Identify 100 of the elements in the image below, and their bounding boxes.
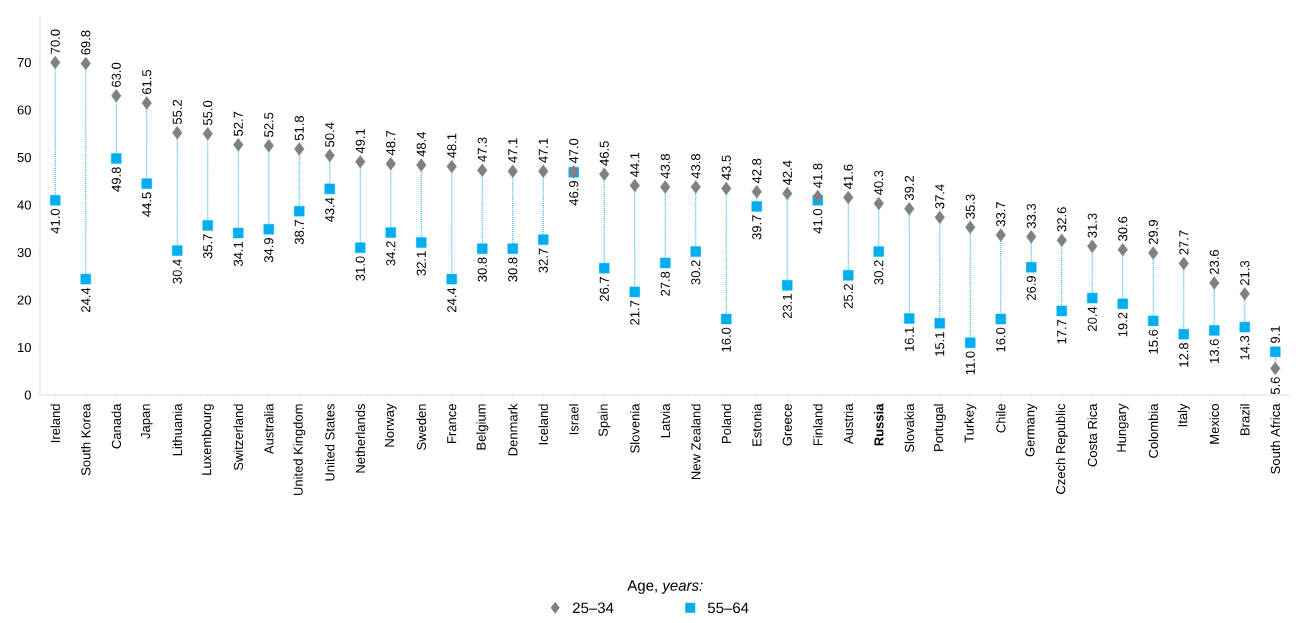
data-label: 35.7 xyxy=(203,234,213,259)
data-label: 49.8 xyxy=(111,167,121,192)
data-label: 55.2 xyxy=(172,99,182,125)
x-tick-label: Costa Rica xyxy=(1087,403,1098,467)
data-label: 24.4 xyxy=(81,287,91,312)
data-label: 15.1 xyxy=(935,332,945,356)
x-tick-label: Portugal xyxy=(933,404,946,451)
data-label: 47.1 xyxy=(538,138,548,163)
x-tick-label: Slovenia xyxy=(629,403,640,453)
x-tick-label: Iceland xyxy=(538,404,549,445)
data-label: 24.4 xyxy=(447,287,457,312)
x-tick-label: Estonia xyxy=(751,403,762,446)
data-label: 47.3 xyxy=(477,137,487,162)
data-label: 33.3 xyxy=(1026,203,1036,229)
x-tick-label: Belgium xyxy=(476,404,489,450)
y-tick-label: 60 xyxy=(17,105,31,115)
data-label: 15.6 xyxy=(1148,329,1158,354)
x-tick-label: Turkey xyxy=(964,403,977,443)
x-tick-label: Czech Republic xyxy=(1055,403,1068,494)
data-label: 31.0 xyxy=(355,256,365,281)
data-label: 30.6 xyxy=(1118,216,1128,241)
data-label: 25.2 xyxy=(843,284,853,309)
data-label: 39.2 xyxy=(904,175,914,201)
data-label: 46.5 xyxy=(599,141,609,166)
data-label: 31.3 xyxy=(1087,213,1097,238)
data-label: 27.7 xyxy=(1179,230,1189,255)
data-label: 19.2 xyxy=(1118,312,1128,337)
data-label: 42.8 xyxy=(752,158,762,184)
data-label: 70.0 xyxy=(50,29,60,54)
data-label: 41.0 xyxy=(50,208,60,234)
data-label: 49.1 xyxy=(355,128,365,154)
data-label: 32.1 xyxy=(416,251,426,276)
data-label: 5.6 xyxy=(1270,377,1280,395)
data-label: 34.2 xyxy=(386,241,396,266)
x-tick-label: Austria xyxy=(843,403,854,444)
data-label: 30.8 xyxy=(508,257,518,282)
x-tick-label: Italy xyxy=(1177,403,1190,427)
data-label: 47.1 xyxy=(508,138,518,163)
data-label: 9.1 xyxy=(1270,326,1280,343)
data-label: 11.0 xyxy=(965,351,975,375)
x-tick-label: Canada xyxy=(111,403,122,449)
data-label: 30.8 xyxy=(477,257,487,282)
data-label: 14.3 xyxy=(1240,335,1250,360)
data-label: 41.6 xyxy=(843,164,853,189)
x-tick-label: South Africa xyxy=(1270,403,1281,474)
data-label: 17.7 xyxy=(1057,319,1067,344)
data-label: 30.2 xyxy=(874,260,884,285)
data-label: 12.8 xyxy=(1179,342,1189,367)
data-label: 55.0 xyxy=(203,100,213,126)
data-label: 37.4 xyxy=(935,184,945,209)
x-tick-label: United States xyxy=(324,404,335,481)
data-label: 43.8 xyxy=(660,154,670,179)
x-tick-label: Japan xyxy=(140,404,153,439)
data-label: 34.1 xyxy=(233,241,243,267)
data-label: 33.7 xyxy=(996,202,1006,227)
x-tick-label: Greece xyxy=(782,404,792,446)
data-label: 21.3 xyxy=(1240,260,1250,285)
x-tick-label: Chile xyxy=(995,404,1006,433)
y-tick-label: 0 xyxy=(24,390,31,400)
data-label: 27.8 xyxy=(660,271,670,296)
x-tick-label: Poland xyxy=(721,404,732,443)
x-tick-label: United Kingdom xyxy=(293,404,306,496)
x-tick-label: Spain xyxy=(598,404,611,437)
x-tick-label: Hungary xyxy=(1116,403,1129,452)
legend-label: 25–34 xyxy=(572,602,614,614)
data-label: 16.0 xyxy=(721,327,731,352)
data-label: 26.7 xyxy=(599,277,609,302)
data-label: 29.9 xyxy=(1148,220,1158,245)
x-tick-label: Lithuania xyxy=(172,403,183,456)
data-label: 32.6 xyxy=(1057,207,1067,232)
x-tick-label: Denmark xyxy=(507,403,518,456)
x-tick-label: Germany xyxy=(1025,403,1038,457)
x-tick-label: Australia xyxy=(263,403,274,455)
data-label: 38.7 xyxy=(294,220,304,245)
x-tick-label: France xyxy=(447,404,457,443)
data-label: 42.4 xyxy=(782,160,792,186)
x-tick-label: Netherlands xyxy=(355,404,366,473)
data-label: 16.1 xyxy=(904,327,914,352)
data-label: 39.7 xyxy=(752,215,762,240)
data-label: 52.5 xyxy=(264,112,274,137)
x-tick-label: Ireland xyxy=(50,404,61,443)
data-label: 23.1 xyxy=(782,294,792,319)
x-tick-label: South Korea xyxy=(80,403,91,476)
y-tick-label: 40 xyxy=(17,200,31,210)
y-tick-label: 30 xyxy=(17,247,31,258)
x-tick-label: Switzerland xyxy=(233,404,244,471)
data-label: 44.1 xyxy=(630,152,640,178)
x-tick-label: Mexico xyxy=(1209,404,1220,444)
data-label: 16.0 xyxy=(996,327,1006,352)
data-label: 30.4 xyxy=(172,259,182,284)
y-tick-label: 10 xyxy=(17,342,31,353)
legend-label: 55–64 xyxy=(707,602,749,614)
x-tick-label: Israel xyxy=(568,404,579,435)
data-label: 48.1 xyxy=(447,133,457,159)
data-label: 48.7 xyxy=(386,130,396,156)
data-label: 26.9 xyxy=(1026,276,1036,301)
data-label: 43.4 xyxy=(325,197,335,223)
data-label: 52.7 xyxy=(233,111,243,136)
x-tick-label: Sweden xyxy=(416,404,427,450)
data-label: 51.8 xyxy=(294,116,304,141)
